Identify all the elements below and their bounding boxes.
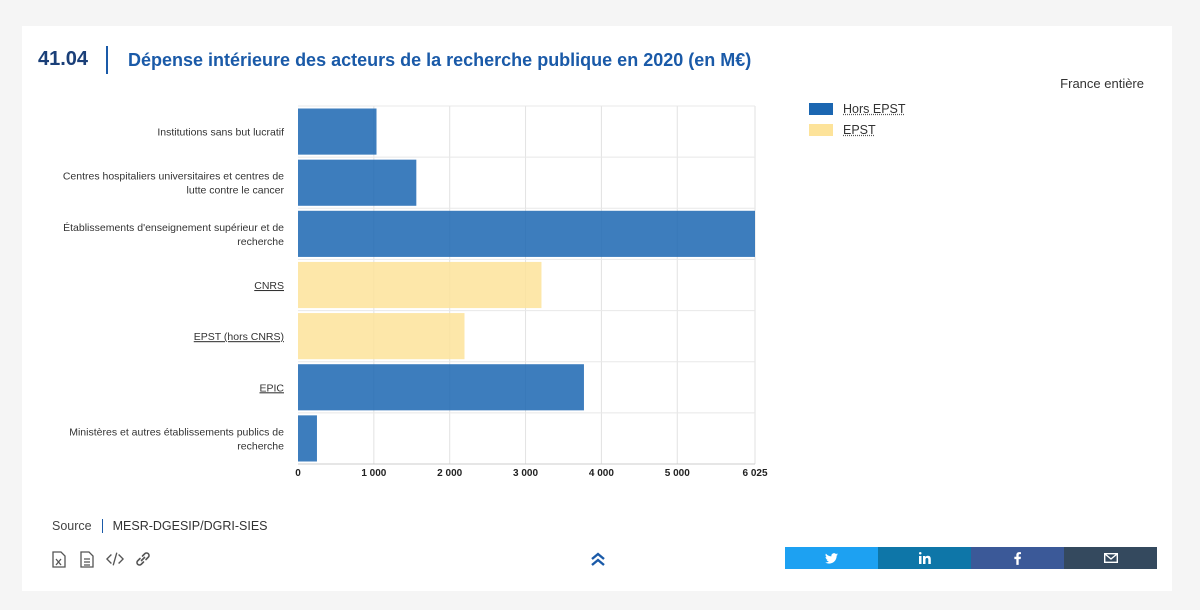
legend-item-hors-epst[interactable]: Hors EPST xyxy=(809,100,906,118)
x-tick-label: 6 025 xyxy=(742,468,767,479)
source-label: Source xyxy=(52,519,92,533)
export-tools xyxy=(50,550,152,568)
x-tick-label: 3 000 xyxy=(513,468,538,479)
bar[interactable] xyxy=(298,313,465,360)
legend-swatch-epst xyxy=(809,124,833,136)
legend: Hors EPST EPST xyxy=(809,100,906,142)
category-label: Établissements d'enseignement supérieur … xyxy=(63,221,284,248)
chart-title: Dépense intérieure des acteurs de la rec… xyxy=(128,50,752,70)
category-label: Ministères et autres établissements publ… xyxy=(69,426,284,452)
category-label: CNRS xyxy=(254,280,284,292)
bar[interactable] xyxy=(298,415,317,462)
x-tick-label: 2 000 xyxy=(437,468,462,479)
facebook-icon xyxy=(1014,551,1021,565)
figure-number: 41.04 xyxy=(38,48,89,70)
bar[interactable] xyxy=(298,108,377,155)
x-tick-label: 5 000 xyxy=(665,468,690,479)
twitter-icon xyxy=(825,552,838,564)
category-label: Centres hospitaliers universitaires et c… xyxy=(63,171,285,197)
linkedin-share-button[interactable] xyxy=(878,547,971,569)
scope-label: France entière xyxy=(1060,76,1144,91)
document-icon[interactable] xyxy=(78,550,96,568)
chart-card: 41.04 Dépense intérieure des acteurs de … xyxy=(22,26,1172,591)
legend-label-epst: EPST xyxy=(843,123,876,137)
source-line: Source MESR-DGESIP/DGRI-SIES xyxy=(52,519,268,533)
legend-item-epst[interactable]: EPST xyxy=(809,121,906,139)
share-bar xyxy=(785,547,1157,569)
scroll-top-icon[interactable] xyxy=(588,550,608,570)
legend-label-hors-epst: Hors EPST xyxy=(843,102,906,116)
link-icon[interactable] xyxy=(134,550,152,568)
bar-chart: 0 1 000 2 000 3 000 4 000 5 000 6 025 Instituti… xyxy=(63,105,768,479)
category-label: Institutions sans but lucratif xyxy=(157,127,284,139)
category-label: EPIC xyxy=(259,382,284,394)
bar[interactable] xyxy=(298,364,584,411)
source-separator xyxy=(101,519,103,533)
email-share-button[interactable] xyxy=(1064,547,1157,569)
title-separator xyxy=(106,46,108,74)
x-tick-label: 4 000 xyxy=(589,468,614,479)
facebook-share-button[interactable] xyxy=(971,547,1064,569)
excel-icon[interactable] xyxy=(50,550,68,568)
bar[interactable] xyxy=(298,159,417,206)
x-tick-label: 1 000 xyxy=(361,468,386,479)
bar[interactable] xyxy=(298,210,755,257)
category-label: EPST (hors CNRS) xyxy=(194,331,284,343)
source-value: MESR-DGESIP/DGRI-SIES xyxy=(112,519,268,533)
x-tick-label: 0 xyxy=(295,468,301,479)
code-icon[interactable] xyxy=(106,550,124,568)
linkedin-icon xyxy=(918,552,931,564)
mail-icon xyxy=(1103,553,1118,563)
legend-swatch-hors-epst xyxy=(809,103,833,115)
bar[interactable] xyxy=(298,261,542,309)
twitter-share-button[interactable] xyxy=(785,547,878,569)
